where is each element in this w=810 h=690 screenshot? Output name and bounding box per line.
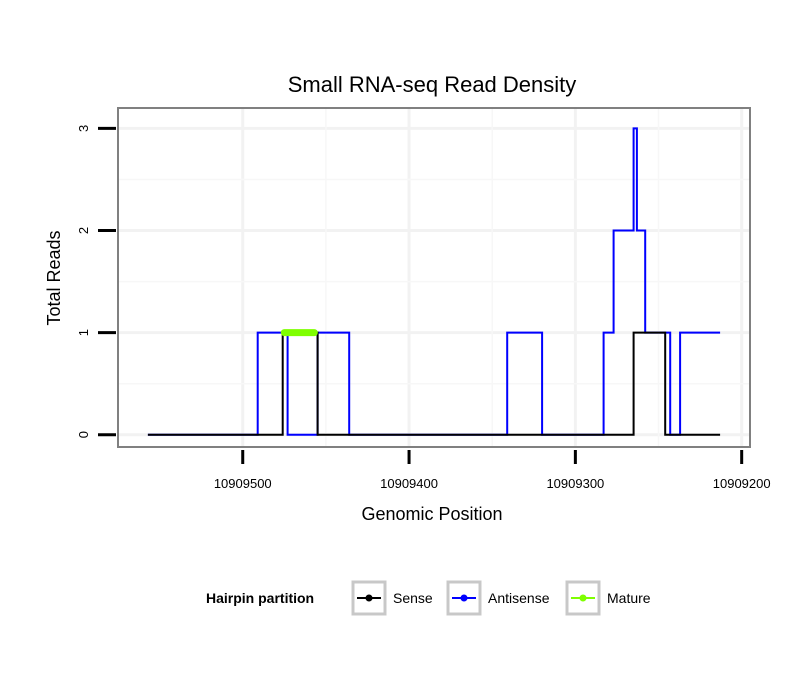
legend-item-antisense: Antisense [446, 580, 550, 616]
legend-label-mature: Mature [607, 590, 651, 606]
legend: Hairpin partition Sense Antisense Mature [206, 580, 651, 616]
legend-title: Hairpin partition [206, 590, 314, 606]
legend-item-sense: Sense [351, 580, 433, 616]
y-tick-label-2: 2 [76, 227, 91, 234]
gridlines [118, 108, 750, 447]
y-tick-label-1: 1 [76, 329, 91, 336]
x-tick-label-1: 10909400 [380, 476, 438, 491]
x-tick-label-2: 10909300 [546, 476, 604, 491]
series-lines [147, 127, 721, 436]
y-tick-label-3: 3 [76, 125, 91, 132]
chart-title: Small RNA-seq Read Density [288, 72, 577, 97]
legend-dot-mature [579, 594, 587, 602]
y-axis: 0 1 2 3 [76, 125, 116, 438]
legend-dot-sense [365, 594, 373, 602]
y-tick-label-0: 0 [76, 431, 91, 438]
legend-label-sense: Sense [393, 590, 433, 606]
series-line-sense [147, 331, 721, 436]
y-axis-title: Total Reads [44, 230, 64, 325]
plot-panel-border [117, 107, 751, 448]
legend-item-mature: Mature [565, 580, 651, 616]
legend-dot-antisense [460, 594, 468, 602]
legend-label-antisense: Antisense [488, 590, 550, 606]
x-tick-label-3: 10909200 [713, 476, 771, 491]
x-tick-label-0: 10909500 [214, 476, 272, 491]
x-axis-title: Genomic Position [361, 504, 502, 524]
x-axis: 10909500 10909400 10909300 10909200 [214, 450, 771, 491]
